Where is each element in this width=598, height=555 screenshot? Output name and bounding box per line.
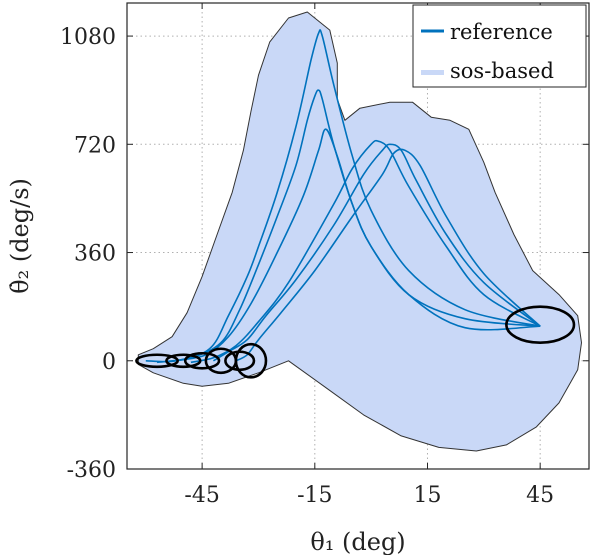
y-axis-label: θ̇₂ (deg/s) (6, 178, 34, 294)
legend-sos-label: sos-based (450, 59, 554, 83)
reference-trajectory-4 (190, 139, 541, 364)
y-tick-label: 0 (102, 350, 116, 375)
ellipse-1 (135, 353, 180, 369)
y-tick-label: 720 (74, 133, 116, 158)
x-axis-label: θ₁ (deg) (310, 528, 405, 555)
legend: reference sos-based (412, 4, 587, 88)
ellipse-7 (505, 305, 576, 345)
reference-trajectory-1 (145, 29, 541, 363)
legend-reference-label: reference (450, 20, 553, 44)
x-tick-label: 45 (526, 483, 554, 508)
ellipse-2 (165, 353, 202, 369)
y-tick-label: 360 (74, 242, 116, 267)
reference-trajectory-3 (175, 128, 541, 362)
ellipse-sets (135, 305, 576, 379)
x-tick-label: -15 (297, 483, 332, 508)
x-tick-label: -45 (184, 483, 219, 508)
reference-trajectories (145, 29, 541, 364)
x-tick-label: 15 (413, 483, 441, 508)
axis-ticks: -45 -15 15 45 -360 0 360 720 1080 (60, 3, 589, 508)
reference-trajectory-6 (235, 148, 541, 362)
y-tick-label: -360 (67, 458, 116, 483)
legend-sos-swatch (421, 70, 444, 75)
sos-region (137, 11, 582, 452)
sos-region-layer (137, 11, 582, 452)
y-tick-label: 1080 (60, 25, 116, 50)
reference-trajectory-5 (212, 143, 541, 362)
ellipse-6 (234, 342, 268, 379)
plot-frame (126, 2, 590, 470)
ellipse-3 (183, 351, 221, 370)
